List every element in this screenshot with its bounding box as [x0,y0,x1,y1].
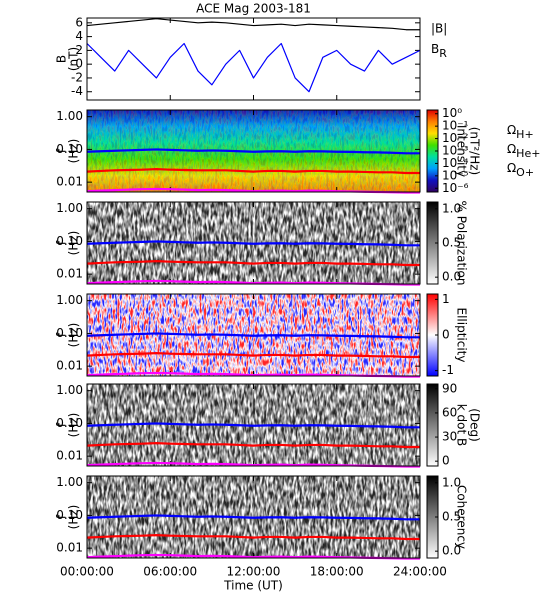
y-tick-label: 1.00 [56,475,83,489]
y-axis-label: (Hz) [67,505,81,530]
colorbar-tick-label: 0 [442,328,450,342]
colorbar-label: Ellipticity [455,308,469,363]
colorbar-tick-label: 10⁻³ [442,144,469,158]
colorbar-tick-label: 0.5 [442,510,461,524]
y-tick-label: -4 [71,84,83,98]
colorbar-tick-label: 10⁻⁵ [442,168,469,182]
colorbar-tick-label: 0.0 [442,544,461,558]
y-axis-label: B [55,55,69,63]
gyrofrequency-line [86,260,420,267]
y-tick-label: 0.01 [56,359,83,373]
plot-frame [86,17,421,101]
x-tick-label: 06:00:00 [143,565,197,579]
gyrofrequency-line [86,148,420,155]
gyrofrequency-line [86,168,420,175]
colorbar-tick-label: 0.0 [442,270,461,284]
x-tick-label: 24:00:00 [393,565,447,579]
colorbar-tick-label: 1.0 [442,201,461,215]
y-tick-label: 4 [75,29,83,43]
data-line [86,42,421,93]
colorbar-tick-label: 90 [442,381,457,395]
colorbar-label: k dot B [455,404,469,446]
y-tick-label: -2 [71,70,83,84]
gyrofrequency-line [86,534,420,541]
y-axis-label: f [55,514,69,519]
colorbar-tick-label: 0 [442,454,450,468]
y-tick-label: 0.01 [56,175,83,189]
colorbar-tick-label: 10⁻⁴ [442,156,469,170]
colorbar-tick-label: 0.5 [442,236,461,250]
gyrofrequency-line [86,422,420,429]
legend-entry: ΩO+ [507,161,534,180]
plot-frame [86,383,421,467]
y-tick-label: 0.10 [56,142,83,156]
colorbar-label: Intensity [455,125,469,177]
gyrofrequency-line [86,514,420,521]
plot-frame [86,201,421,285]
y-axis-label: f [55,148,69,153]
y-axis-label: (Hz) [67,231,81,256]
y-tick-label: 0.10 [56,326,83,340]
legend-entry: |B| [431,22,447,36]
y-tick-label: 6 [75,15,83,29]
legend-entry: ΩH+ [507,123,534,142]
colorbar-tick-label: 1 [442,292,450,306]
y-tick-label: 0.10 [56,416,83,430]
y-tick-label: 0.01 [56,267,83,281]
data-line [86,18,420,31]
y-axis-label: (Hz) [67,139,81,164]
chart-title: ACE Mag 2003-181 [196,2,311,16]
gyrofrequency-line [86,240,420,247]
colorbar-tick-label: 10⁰ [442,106,462,120]
y-tick-label: 0.10 [56,234,83,248]
y-tick-label: 1.00 [56,201,83,215]
colorbar-tick-label: 10⁻² [442,131,469,145]
gyrofrequency-line [86,332,420,339]
y-tick-label: 1.00 [56,293,83,307]
colorbar-label: (nT²/Hz) [468,127,482,175]
colorbar [426,383,439,467]
y-axis-label: f [55,332,69,337]
colorbar-label: Coherency [455,485,469,549]
legend-entry: BR [431,42,447,61]
gyrofrequency-line [86,352,420,359]
x-tick-label: 00:00:00 [60,565,114,579]
plot-frame [86,475,421,559]
x-axis-label: Time (UT) [223,579,283,593]
plot-frame [86,293,421,377]
x-tick-label: 18:00:00 [310,565,364,579]
colorbar-label: % Polarization [455,201,469,286]
y-tick-label: 0.01 [56,541,83,555]
legend-entry: ΩHe+ [507,142,540,161]
y-axis-label: (Hz) [67,413,81,438]
y-tick-label: 0.10 [56,508,83,522]
colorbar-tick-label: 30 [442,430,457,444]
y-tick-label: 0 [75,57,83,71]
colorbar-tick-label: 1.0 [442,475,461,489]
plot-frame [86,109,421,193]
x-tick-label: 12:00:00 [227,565,281,579]
colorbar-tick-label: -1 [442,363,454,377]
colorbar-tick-label: 10⁻⁶ [442,181,469,195]
colorbar-tick-label: 60 [442,405,457,419]
y-tick-label: 0.01 [56,449,83,463]
y-axis-label: (nT) [67,47,81,71]
colorbar-tick-label: 10⁻¹ [442,119,469,133]
y-tick-label: 2 [75,43,83,57]
gyrofrequency-line [86,442,420,449]
y-axis-label: f [55,240,69,245]
y-axis-label: (Hz) [67,323,81,348]
y-tick-label: 1.00 [56,109,83,123]
y-tick-label: 1.00 [56,383,83,397]
colorbar-label: (Deg) [468,408,482,442]
y-axis-label: f [55,422,69,427]
